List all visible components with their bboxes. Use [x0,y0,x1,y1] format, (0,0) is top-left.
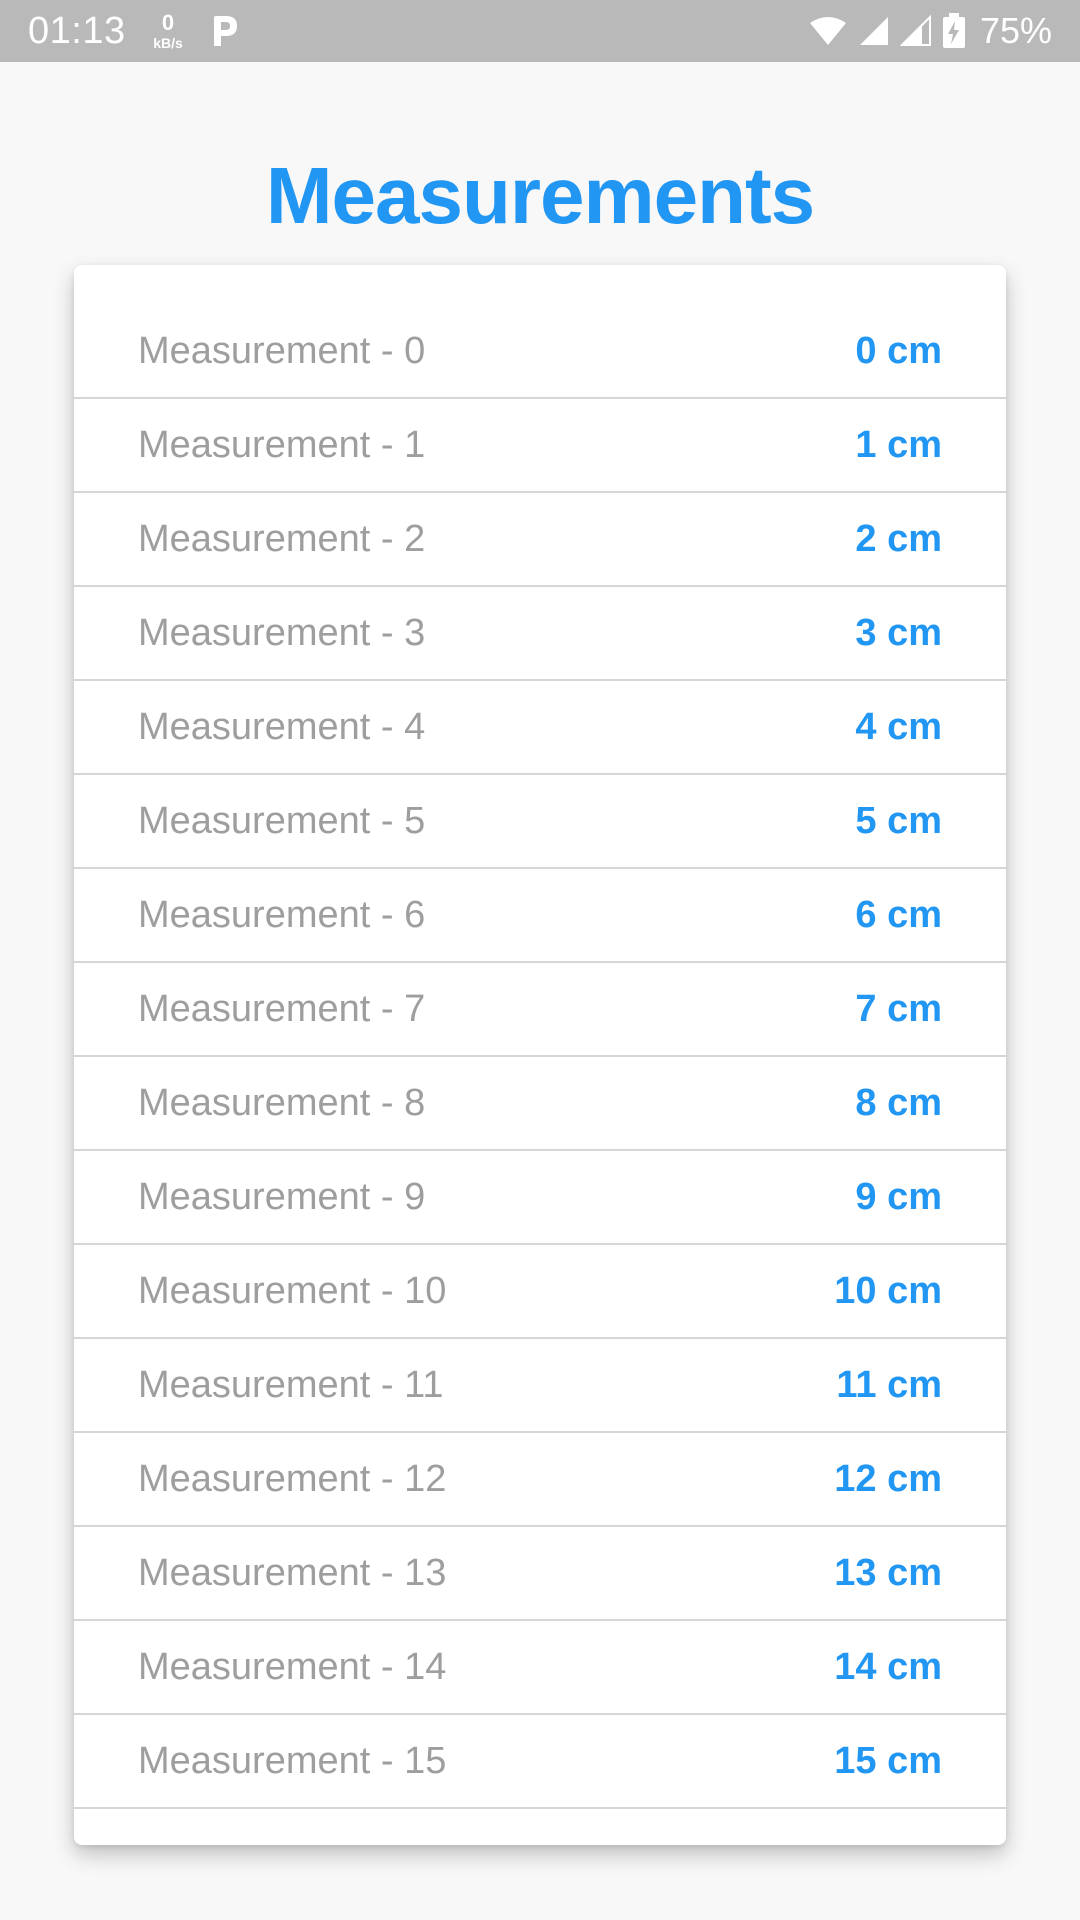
signal-icon [859,17,888,45]
measurement-value: 7 cm [855,987,942,1030]
measurement-value: 15 cm [834,1739,942,1782]
measurement-label: Measurement - 15 [138,1739,447,1782]
list-item[interactable]: Measurement - 8 8 cm [74,1057,1006,1151]
measurement-value: 0 cm [855,329,942,372]
status-bar: 01:13 0 kB/s 75% [0,0,1080,62]
list-item[interactable]: Measurement - 15 15 cm [74,1715,1006,1809]
battery-percent: 75% [979,10,1052,51]
list-item[interactable]: Measurement - 9 9 cm [74,1151,1006,1245]
measurement-label: Measurement - 8 [138,1081,426,1124]
status-time: 01:13 [28,10,126,52]
list-item[interactable]: Measurement - 10 10 cm [74,1245,1006,1339]
network-speed-value: 0 [161,10,175,35]
measurement-value: 1 cm [855,423,942,466]
wifi-icon [809,17,846,45]
list-item[interactable]: Measurement - 3 3 cm [74,587,1006,681]
measurement-value: 11 cm [836,1363,942,1406]
network-speed: 0 kB/s [150,10,186,51]
measurement-label: Measurement - 2 [138,517,426,560]
measurement-value: 14 cm [834,1645,942,1688]
list-item[interactable]: Measurement - 2 2 cm [74,493,1006,587]
measurement-label: Measurement - 11 [138,1363,444,1406]
measurement-value: 3 cm [855,611,942,654]
list-item[interactable]: Measurement - 14 14 cm [74,1621,1006,1715]
measurement-label: Measurement - 9 [138,1175,426,1218]
list-item[interactable]: Measurement - 4 4 cm [74,681,1006,775]
measurement-value: 2 cm [855,517,942,560]
battery-charging-icon [942,13,965,48]
parking-icon [214,16,237,46]
measurement-label: Measurement - 10 [138,1269,447,1312]
measurement-label: Measurement - 14 [138,1645,447,1688]
list-item[interactable]: Measurement - 6 6 cm [74,869,1006,963]
list-item[interactable]: Measurement - 0 0 cm [74,305,1006,399]
measurement-value: 6 cm [855,893,942,936]
measurement-value: 5 cm [855,799,942,842]
measurement-value: 4 cm [855,705,942,748]
measurement-label: Measurement - 6 [138,893,426,936]
measurement-label: Measurement - 4 [138,705,426,748]
measurement-label: Measurement - 0 [138,329,426,372]
measurement-value: 8 cm [855,1081,942,1124]
measurement-label: Measurement - 12 [138,1457,447,1500]
measurement-value: 12 cm [834,1457,942,1500]
signal-icon-2 [899,15,931,46]
measurement-value: 13 cm [834,1551,942,1594]
measurement-value: 10 cm [834,1269,942,1312]
status-icons: 75% [808,10,1052,52]
list-item[interactable]: Measurement - 13 13 cm [74,1527,1006,1621]
list-item[interactable]: Measurement - 11 11 cm [74,1339,1006,1433]
measurement-label: Measurement - 1 [138,423,426,466]
list-item[interactable]: Measurement - 12 12 cm [74,1433,1006,1527]
measurement-label: Measurement - 3 [138,611,426,654]
list-item[interactable]: Measurement - 1 1 cm [74,399,1006,493]
measurement-label: Measurement - 7 [138,987,426,1030]
network-speed-unit: kB/s [153,35,183,51]
list-item[interactable]: Measurement - 7 7 cm [74,963,1006,1057]
measurement-value: 9 cm [855,1175,942,1218]
measurement-label: Measurement - 13 [138,1551,447,1594]
page-title: Measurements [265,151,815,240]
measurement-label: Measurement - 5 [138,799,426,842]
list-item[interactable]: Measurement - 5 5 cm [74,775,1006,869]
